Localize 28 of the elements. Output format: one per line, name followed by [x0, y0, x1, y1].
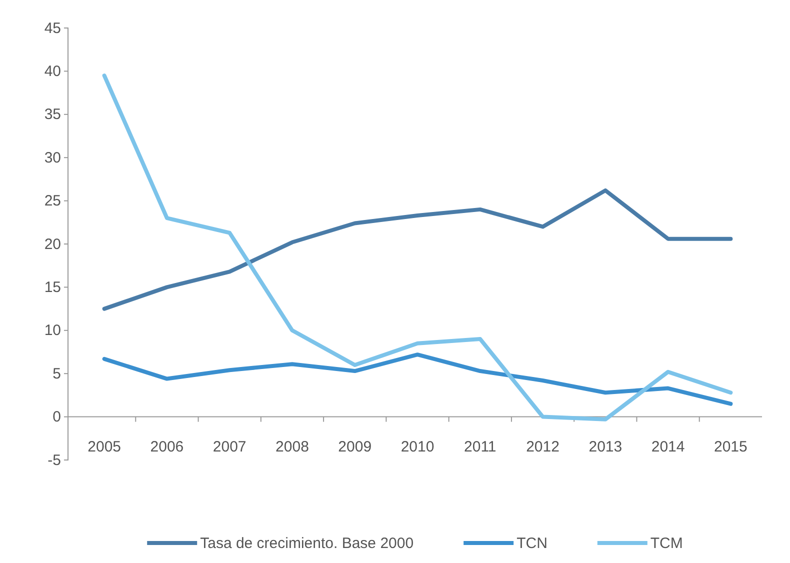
- x-tick-label: 2008: [276, 438, 309, 456]
- x-tick-label: 2005: [88, 438, 122, 456]
- x-tick-label: 2011: [464, 438, 496, 456]
- x-tick-label: 2014: [651, 438, 685, 456]
- y-tick-label: 5: [52, 365, 61, 382]
- legend-label: TCN: [516, 535, 548, 552]
- y-tick-label: 20: [44, 236, 61, 253]
- y-tick-label: 45: [44, 20, 61, 37]
- x-tick-label: 2009: [338, 438, 372, 456]
- legend-label: TCM: [650, 535, 683, 552]
- y-tick-label: 35: [44, 106, 61, 124]
- x-tick-label: 2007: [212, 438, 246, 456]
- y-tick-label: 10: [44, 322, 61, 340]
- y-tick-label: 40: [44, 63, 61, 80]
- x-tick-label: 2006: [150, 438, 184, 456]
- y-tick-label: 25: [44, 192, 61, 210]
- y-tick-label: 0: [52, 408, 61, 426]
- legend-label: Tasa de crecimiento. Base 2000: [200, 535, 414, 552]
- y-tick-label: -5: [48, 452, 61, 469]
- y-tick-label: 30: [44, 149, 61, 166]
- y-tick-label: 15: [44, 279, 61, 296]
- line-series: [102, 74, 733, 422]
- line-series: [102, 188, 733, 311]
- x-tick-label: 2012: [526, 438, 560, 456]
- x-tick-label: 2010: [400, 438, 434, 456]
- x-tick-label: 2015: [714, 438, 748, 456]
- line-series: [102, 352, 733, 406]
- x-tick-label: 2013: [588, 438, 622, 456]
